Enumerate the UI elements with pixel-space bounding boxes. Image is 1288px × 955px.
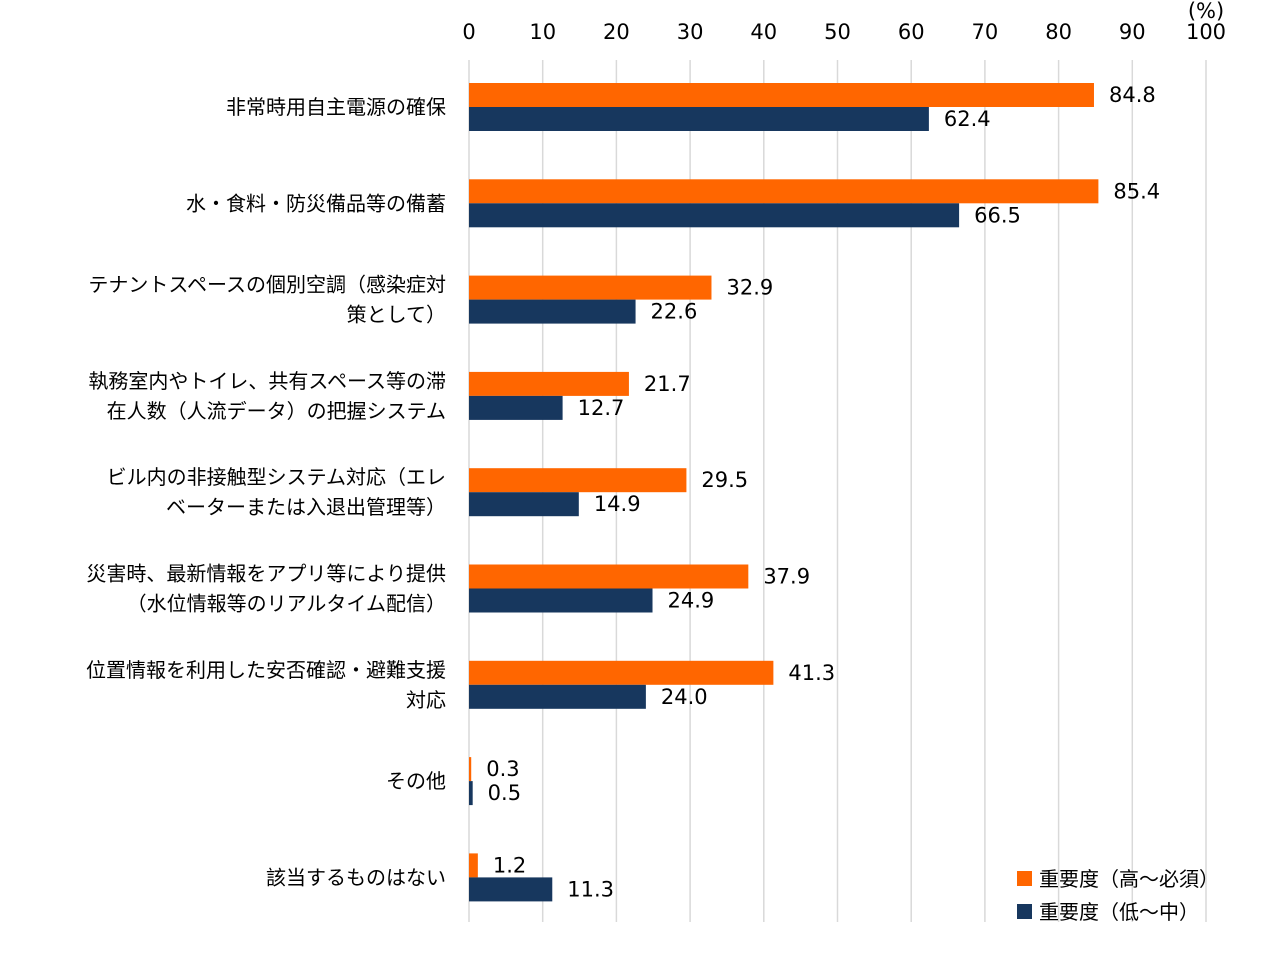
category-label: 水・食料・防災備品等の備蓄 (186, 191, 446, 215)
x-tick-label: 10 (529, 20, 556, 44)
category-label: 該当するものはない (266, 865, 446, 889)
value-label: 66.5 (974, 203, 1021, 227)
category-label: その他 (386, 769, 446, 793)
bar-series-2 (469, 781, 473, 806)
value-label: 84.8 (1109, 83, 1156, 107)
category-label-line: （水位情報等のリアルタイム配信） (127, 592, 446, 616)
x-tick-label: 80 (1045, 20, 1072, 44)
legend-swatch (1017, 871, 1032, 886)
legend-item: 重要度（低～中） (1017, 900, 1199, 924)
category-label-line: 在人数（人流データ）の把握システム (107, 399, 446, 423)
category-label-line: 策として） (347, 303, 446, 327)
value-label: 24.0 (661, 685, 708, 709)
legend-label: 重要度（高～必須） (1039, 867, 1219, 891)
category-label-line: 非常時用自主電源の確保 (226, 95, 446, 119)
category-label-line: 執務室内やトイレ、共有スペース等の滞 (88, 369, 446, 393)
value-label: 22.6 (651, 300, 698, 324)
x-tick-label: 90 (1119, 20, 1146, 44)
value-label: 14.9 (594, 492, 641, 516)
category-label-line: その他 (386, 769, 446, 793)
value-label: 41.3 (788, 661, 835, 685)
bar-series-1 (469, 179, 1099, 204)
x-axis-ticks: 0 10 20 30 40 50 60 70 80 90 100 (462, 20, 1226, 44)
x-tick-label: 40 (750, 20, 777, 44)
category-label: 災害時、最新情報をアプリ等により提供 （水位情報等のリアルタイム配信） (86, 562, 446, 616)
category-label-line: テナントスペースの個別空調（感染症対 (88, 273, 446, 297)
value-label: 1.2 (493, 853, 526, 877)
bar-series-1 (469, 83, 1094, 107)
bar-series-1 (469, 660, 774, 685)
bar-series-2 (469, 492, 579, 517)
x-tick-label: 70 (972, 20, 999, 44)
value-label: 85.4 (1113, 179, 1160, 203)
legend-swatch (1017, 904, 1032, 919)
x-tick-label: 100 (1186, 20, 1226, 44)
category-label-line: 該当するものはない (266, 865, 446, 889)
value-label: 12.7 (578, 396, 625, 420)
bar-series-2 (469, 395, 563, 420)
bar-series-2 (469, 877, 553, 902)
value-label: 11.3 (567, 877, 614, 901)
value-label: 37.9 (763, 565, 810, 589)
bar-series-2 (469, 588, 653, 613)
value-label: 29.5 (701, 468, 748, 492)
category-label: 非常時用自主電源の確保 (226, 95, 446, 119)
category-labels: 非常時用自主電源の確保水・食料・防災備品等の備蓄テナントスペースの個別空調（感染… (86, 95, 446, 889)
x-tick-label: 50 (824, 20, 851, 44)
category-label-line: 水・食料・防災備品等の備蓄 (186, 191, 446, 215)
value-label: 62.4 (944, 107, 991, 131)
x-tick-label: 0 (462, 20, 475, 44)
bar-series-2 (469, 684, 646, 709)
x-tick-label: 20 (603, 20, 630, 44)
bar-series-1 (469, 275, 712, 300)
x-tick-label: 60 (898, 20, 925, 44)
category-label-line: 位置情報を利用した安否確認・避難支援 (86, 658, 446, 682)
value-label: 32.9 (726, 276, 773, 300)
x-tick-label: 30 (677, 20, 704, 44)
bar-series-1 (469, 853, 478, 878)
value-labels: 84.8 85.4 32.9 21.7 29.5 37.9 41.3 0.3 1.2 62.4 66… (486, 83, 1160, 901)
legend-item: 重要度（高～必須） (1017, 867, 1219, 891)
category-label-line: ベーターまたは入退出管理等） (166, 495, 446, 519)
value-label: 24.9 (668, 589, 715, 613)
bar-series-1 (469, 371, 629, 396)
bar-series-1 (469, 468, 687, 493)
value-label: 0.5 (488, 781, 521, 805)
bar-series-2 (469, 299, 636, 324)
bar-series-1 (469, 564, 749, 589)
category-label-line: 対応 (406, 688, 446, 712)
value-label: 21.7 (644, 372, 691, 396)
legend: 重要度（高～必須） 重要度（低～中） (1017, 867, 1219, 924)
value-label: 0.3 (486, 757, 519, 781)
bar-series-1 (469, 757, 472, 782)
bars (469, 83, 1099, 902)
category-label-line: 災害時、最新情報をアプリ等により提供 (86, 562, 446, 586)
bar-series-2 (469, 107, 929, 131)
bar-series-2 (469, 203, 960, 228)
unit-label: (%) (1188, 0, 1224, 23)
category-label-line: ビル内の非接触型システム対応（エレ (107, 465, 446, 489)
legend-label: 重要度（低～中） (1039, 900, 1199, 924)
